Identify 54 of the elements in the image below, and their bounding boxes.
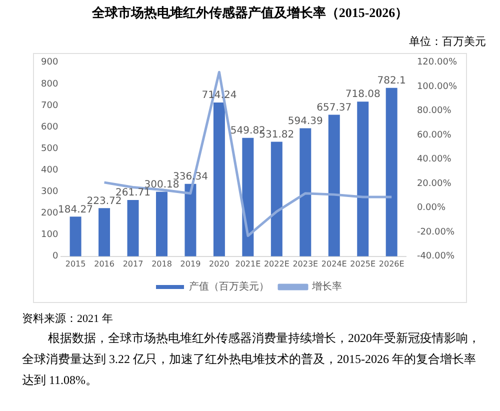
y-tick-label: 700 xyxy=(40,100,58,111)
bar xyxy=(242,138,254,256)
chart-title: 全球市场热电堆红外传感器产值及增长率（2015-2026） xyxy=(90,4,410,22)
bar xyxy=(184,184,196,256)
text: 根据数据，全球市场热电堆红外传感器消费量持续增长，2020年受新冠疫情影响，全球消费量达到 3.22 亿只，加速了红外热电堆技术的普及，2015-2026 年的复合增长率达到 11.08%。 xyxy=(22,330,481,389)
y2-tick-label: -20.00% xyxy=(416,227,455,238)
x-tick-label: 2023E xyxy=(292,259,318,268)
bar xyxy=(270,142,282,256)
data-label: 594.39 xyxy=(288,116,323,127)
y-tick-label: 300 xyxy=(40,187,58,198)
y2-tick-label: 120.00% xyxy=(416,58,458,68)
bar xyxy=(386,88,398,256)
x-tick-label: 2019 xyxy=(180,259,201,268)
bar xyxy=(127,200,139,256)
bar xyxy=(70,216,82,256)
y-tick-label: 900 xyxy=(40,58,58,68)
bar xyxy=(98,208,110,256)
y-tick-label: 100 xyxy=(40,230,58,240)
data-label: 657.37 xyxy=(316,102,352,114)
text: 资料来源：2021 年 xyxy=(22,312,114,326)
x-tick-label: 2025E xyxy=(350,259,376,268)
legend-label: 增长率 xyxy=(311,280,342,293)
x-tick-label: 2020 xyxy=(209,259,230,268)
legend-label: 产值（百万美元） xyxy=(189,280,269,293)
y2-tick-label: -40.00% xyxy=(416,252,455,262)
data-label: 184.27 xyxy=(58,204,94,216)
x-tick-label: 2024E xyxy=(321,259,347,268)
y2-tick-label: 60.00% xyxy=(416,130,452,140)
x-tick-label: 2016 xyxy=(94,259,114,268)
y2-tick-label: 80.00% xyxy=(416,106,452,116)
y-tick-label: 200 xyxy=(40,208,58,219)
y-tick-label: 800 xyxy=(40,79,58,90)
y2-tick-label: 100.00% xyxy=(416,82,458,92)
y-tick-label: 600 xyxy=(40,122,58,132)
data-label: 782.1 xyxy=(377,75,406,86)
data-label: 718.08 xyxy=(345,89,380,100)
y-tick-label: 0 xyxy=(52,252,58,262)
x-tick-label: 2018 xyxy=(152,259,172,268)
bar xyxy=(213,102,225,256)
x-tick-label: 2022E xyxy=(264,259,290,268)
y-tick-label: 500 xyxy=(40,144,58,154)
x-tick-label: 2017 xyxy=(122,259,144,268)
y-tick-label: 400 xyxy=(40,166,58,176)
x-tick-label: 2021E xyxy=(235,259,261,268)
bar xyxy=(328,114,340,256)
y2-tick-label: 20.00% xyxy=(416,178,452,189)
x-tick-label: 2026E xyxy=(378,259,404,268)
bar xyxy=(156,192,168,256)
bar xyxy=(357,102,369,256)
y2-tick-label: 40.00% xyxy=(416,154,452,165)
text: 单位：百万美元 xyxy=(408,34,487,49)
y2-tick-label: 0.00% xyxy=(416,203,446,214)
x-tick-label: 2015 xyxy=(65,259,86,268)
bar xyxy=(300,128,312,256)
